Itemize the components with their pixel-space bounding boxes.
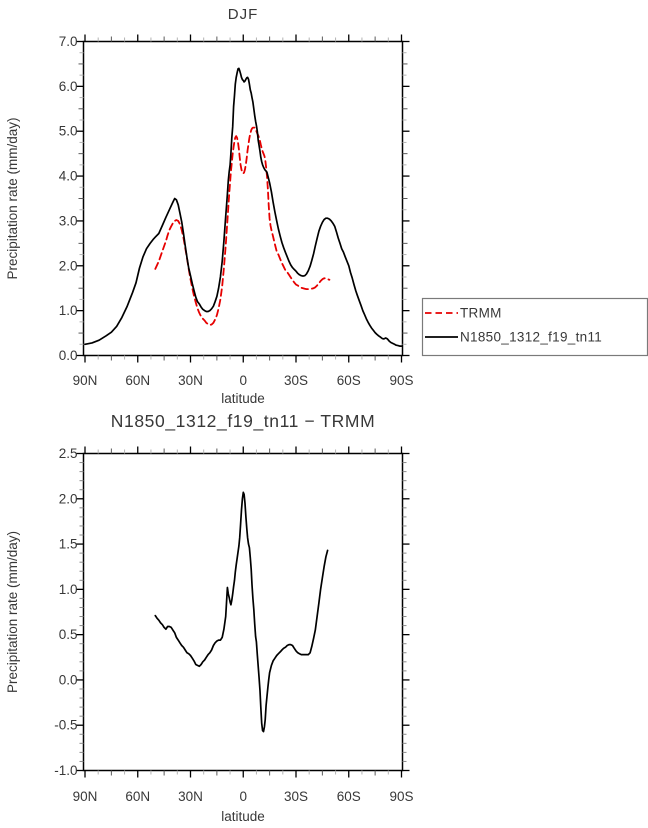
top-plot-tick-labels: 90N 60N 30N 0 30S 60S 90S 0.0 1.0 2.0 3.0 4.0 5.0 6.0…: [59, 34, 414, 388]
top-plot-curves: [84, 67, 403, 347]
bottom-plot-ylabel: Precipitation rate (mm/day): [5, 531, 20, 693]
y-tick-label: 0.5: [59, 627, 78, 642]
bottom-plot-curves: [154, 491, 329, 733]
top-plot-frame: [82, 40, 404, 357]
y-tick-label: -1.0: [54, 763, 77, 778]
legend-label-trmm: TRMM: [460, 306, 502, 321]
x-tick-label: 60N: [125, 789, 150, 804]
x-tick-label: 60S: [337, 789, 361, 804]
y-tick-label: 2.0: [59, 491, 78, 506]
top-plot-panel: DJF 90N 60N 30N 0 30S 60S 90S 0.0 1.0 2.0 3.0 4.0 5.…: [5, 6, 414, 406]
bottom-plot-tick-labels: 90N 60N 30N 0 30S 60S 90S -1.0 -0.5 0.0 0.5 1.0 1.5 2…: [54, 446, 413, 804]
series-curve-n1850-1312-f19-tn11-trmm: [154, 491, 329, 733]
y-tick-label: 5.0: [59, 124, 78, 139]
y-tick-label: 1.5: [59, 537, 78, 552]
y-tick-label: 0.0: [59, 672, 78, 687]
x-tick-label: 90N: [73, 373, 98, 388]
y-tick-label: 2.5: [59, 446, 78, 461]
bottom-plot-xlabel: latitude: [221, 809, 265, 824]
y-tick-label: 0.0: [59, 348, 78, 363]
x-tick-label: 90S: [389, 789, 413, 804]
bottom-plot-panel: N1850_1312_f19_tn11 − TRMM 90N 60N 30N 0 30S…: [5, 411, 414, 824]
bottom-plot-title: N1850_1312_f19_tn11 − TRMM: [111, 411, 376, 432]
top-plot-ticks: [76, 34, 410, 363]
x-tick-label: 30N: [178, 373, 203, 388]
x-tick-label: 30N: [178, 789, 203, 804]
bottom-plot-ticks: [76, 446, 410, 778]
y-tick-label: -0.5: [54, 718, 77, 733]
legend-box: [421, 297, 648, 357]
y-tick-label: 7.0: [59, 34, 78, 49]
x-tick-label: 0: [239, 789, 247, 804]
x-tick-label: 90N: [73, 789, 98, 804]
y-tick-label: 4.0: [59, 169, 78, 184]
x-tick-label: 0: [239, 373, 247, 388]
y-tick-label: 3.0: [59, 213, 78, 228]
x-tick-label: 30S: [284, 789, 308, 804]
x-tick-label: 60N: [125, 373, 150, 388]
legend: TRMM N1850_1312_f19_tn11: [421, 297, 648, 357]
top-plot-xlabel: latitude: [221, 391, 265, 406]
y-tick-label: 1.0: [59, 303, 78, 318]
legend-label-model: N1850_1312_f19_tn11: [460, 330, 602, 345]
y-tick-label: 2.0: [59, 258, 78, 273]
x-tick-label: 30S: [284, 373, 308, 388]
y-tick-label: 1.0: [59, 582, 78, 597]
top-plot-title: DJF: [228, 6, 259, 23]
y-tick-label: 6.0: [59, 79, 78, 94]
series-curve-n1850-1312-f19-tn11: [84, 67, 403, 347]
series-curve-trmm: [154, 126, 331, 326]
top-plot-ylabel: Precipitation rate (mm/day): [5, 117, 20, 279]
x-tick-label: 90S: [389, 373, 413, 388]
x-tick-label: 60S: [337, 373, 361, 388]
